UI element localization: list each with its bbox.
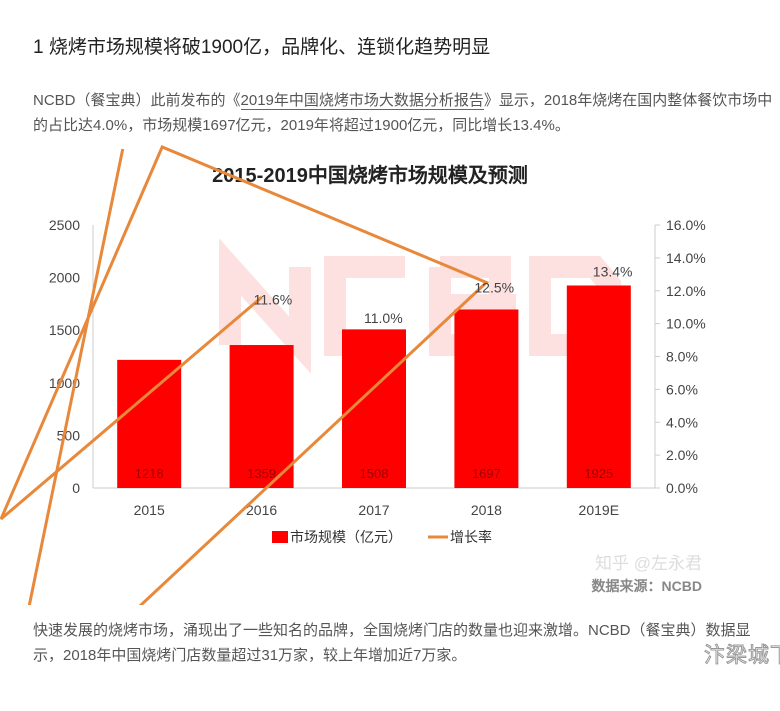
right-tick-label: 0.0% (666, 480, 698, 496)
right-tick-label: 4.0% (666, 414, 698, 430)
x-tick-label: 2015 (134, 502, 165, 518)
left-tick-label: 1500 (49, 322, 80, 338)
bar-2016 (229, 345, 294, 488)
market-size-chart: 2015-2019中国烧烤市场规模及预测05001000150020002500… (0, 145, 706, 605)
left-tick-label: 0 (72, 480, 80, 496)
legend-bar-label: 市场规模（亿元） (290, 529, 402, 545)
right-tick-label: 10.0% (666, 316, 706, 332)
bar-value-label: 1218 (135, 466, 164, 481)
growth-rate-label: 12.5% (474, 280, 514, 296)
x-tick-label: 2016 (246, 502, 277, 518)
left-tick-label: 2000 (49, 270, 80, 286)
data-source: 数据来源：NCBD (592, 578, 702, 594)
legend-bar-swatch (272, 531, 288, 543)
growth-rate-line (0, 145, 490, 605)
bar-value-label: 1697 (472, 466, 501, 481)
bar-value-label: 1508 (360, 466, 389, 481)
bar-value-label: 1359 (247, 466, 276, 481)
bar-2018 (454, 309, 519, 488)
report-link[interactable]: 2019年中国烧烤市场大数据分析报告 (240, 92, 484, 110)
growth-rate-label: 11.0% (364, 310, 403, 326)
article-heading: 1 烧烤市场规模将破1900亿，品牌化、连锁化趋势明显 (33, 37, 491, 58)
right-tick-label: 14.0% (666, 250, 706, 266)
bar-2015 (117, 359, 182, 488)
article-paragraph-2: 快速发展的烧烤市场，涌现出了一些知名的品牌，全国烧烤门店的数量也迎来激增。NCB… (33, 622, 751, 664)
x-tick-label: 2017 (358, 502, 389, 518)
article-paragraph-2-block: 汴梁城下快速发展的烧烤市场，涌现出了一些知名的品牌，全国烧烤门店的数量也迎来激增… (33, 618, 780, 668)
right-tick-label: 8.0% (666, 349, 698, 365)
left-tick-label: 500 (57, 427, 81, 443)
growth-rate-label: 13.4% (593, 264, 633, 280)
watermark-letter-n (219, 238, 311, 374)
chart-title: 2015-2019中国烧烤市场规模及预测 (212, 163, 528, 187)
para-text: NCBD（餐宝典）此前发布的《 (33, 92, 241, 109)
right-tick-label: 6.0% (666, 381, 698, 397)
growth-rate-label: 11.6% (254, 291, 293, 307)
legend-line-label: 增长率 (450, 529, 492, 545)
zhihu-credit: 知乎 @左永君 (595, 554, 702, 573)
left-tick-label: 2500 (49, 217, 80, 233)
right-tick-label: 2.0% (666, 447, 698, 463)
x-tick-label: 2018 (471, 502, 502, 518)
right-tick-label: 12.0% (666, 283, 706, 299)
x-tick-label: 2019E (579, 502, 619, 518)
para-text: 》显示，2018年烧烤在国内整体餐饮市场中的占比达4.0%，市场规模1697亿元… (33, 92, 773, 134)
bar-2019E (566, 285, 631, 488)
bar-value-label: 1925 (584, 466, 613, 481)
article-paragraph-1: NCBD（餐宝典）此前发布的《2019年中国烧烤市场大数据分析报告》显示，201… (33, 88, 773, 138)
right-tick-label: 16.0% (666, 217, 706, 233)
corner-watermark: 汴梁城下 (704, 644, 780, 668)
